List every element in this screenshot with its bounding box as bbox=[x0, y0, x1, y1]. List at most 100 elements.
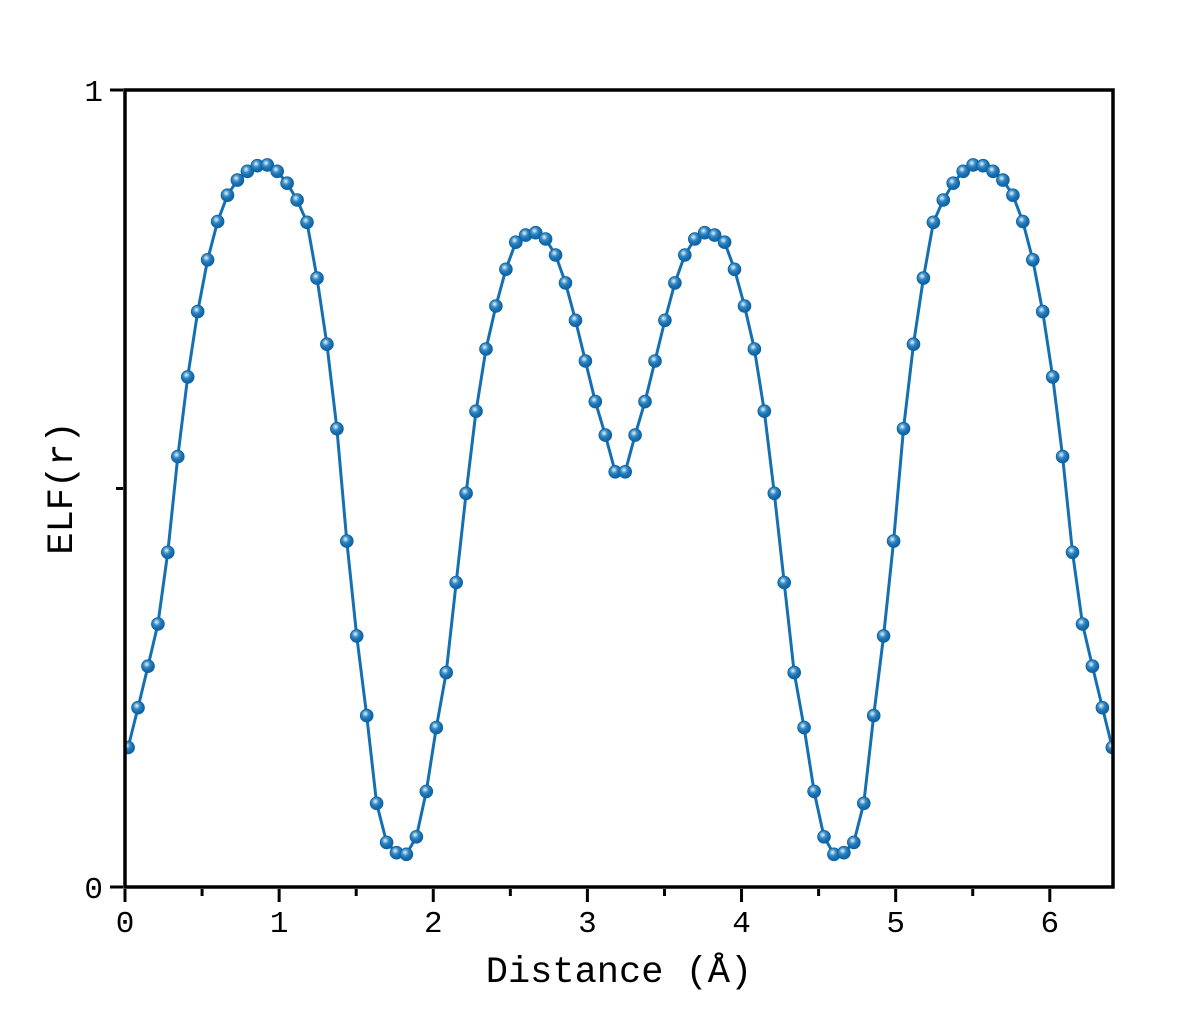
data-point-marker bbox=[449, 575, 464, 590]
ticks-layer bbox=[110, 88, 1052, 902]
data-point-marker bbox=[300, 215, 314, 230]
x-tick-label: 5 bbox=[886, 907, 905, 942]
data-point-marker bbox=[339, 534, 354, 548]
y-tick-label: 0 bbox=[84, 873, 103, 908]
data-point-marker bbox=[429, 720, 444, 735]
data-point-marker bbox=[757, 404, 772, 419]
data-point-marker bbox=[837, 845, 851, 860]
data-point-marker bbox=[886, 534, 901, 548]
data-point-marker bbox=[558, 276, 573, 290]
data-point-marker bbox=[936, 193, 951, 207]
data-point-marker bbox=[946, 176, 960, 191]
data-point-marker bbox=[210, 214, 225, 229]
data-point-marker bbox=[598, 428, 613, 442]
data-point-marker bbox=[528, 225, 543, 240]
data-point-marker bbox=[320, 337, 334, 352]
data-point-marker bbox=[866, 708, 881, 723]
data-point-marker bbox=[379, 835, 394, 850]
data-point-marker bbox=[260, 158, 275, 172]
data-point-marker bbox=[926, 215, 941, 230]
data-point-marker bbox=[180, 370, 195, 384]
x-tick-label: 0 bbox=[116, 907, 135, 942]
data-point-marker bbox=[668, 276, 682, 290]
data-point-marker bbox=[956, 164, 970, 179]
data-point-marker bbox=[1085, 659, 1100, 673]
data-point-marker bbox=[618, 464, 632, 479]
data-point-marker bbox=[1055, 449, 1070, 464]
data-point-marker bbox=[687, 232, 702, 246]
data-point-marker bbox=[499, 262, 513, 277]
x-tick-label: 4 bbox=[732, 907, 751, 942]
data-point-marker bbox=[658, 313, 672, 328]
data-point-marker bbox=[359, 708, 374, 723]
data-point-marker bbox=[846, 835, 861, 850]
data-point-marker bbox=[369, 796, 384, 811]
data-point-marker bbox=[538, 232, 553, 246]
data-point-marker bbox=[330, 421, 344, 436]
y-tick-label: 1 bbox=[84, 76, 103, 111]
data-point-marker bbox=[1035, 304, 1050, 319]
series-layer bbox=[125, 158, 1113, 862]
data-point-marker bbox=[856, 796, 871, 811]
data-point-marker bbox=[916, 271, 931, 285]
data-point-marker bbox=[707, 228, 722, 242]
data-point-marker bbox=[270, 164, 285, 179]
data-point-marker bbox=[1015, 214, 1030, 229]
data-point-marker bbox=[200, 252, 215, 267]
x-axis-label: Distance (Å) bbox=[486, 952, 752, 994]
data-point-marker bbox=[230, 173, 245, 187]
data-point-marker bbox=[896, 421, 911, 436]
data-point-marker bbox=[797, 720, 811, 735]
data-point-marker bbox=[876, 629, 891, 643]
data-point-marker bbox=[220, 188, 235, 203]
data-point-marker bbox=[747, 342, 762, 356]
data-point-marker bbox=[996, 173, 1010, 187]
data-point-marker bbox=[125, 740, 135, 755]
x-tick-label: 1 bbox=[270, 907, 289, 942]
data-point-marker bbox=[588, 394, 603, 409]
tick-labels-layer: 0 1 2 3 4 5 6 0 1 bbox=[84, 76, 1059, 942]
data-point-marker bbox=[489, 299, 503, 313]
data-point-marker bbox=[280, 176, 294, 191]
plot-area bbox=[125, 90, 1113, 887]
data-point-marker bbox=[548, 248, 563, 262]
data-point-marker bbox=[727, 262, 742, 277]
data-point-marker bbox=[399, 847, 414, 862]
data-point-marker bbox=[141, 659, 155, 673]
data-point-marker bbox=[677, 248, 692, 262]
data-point-marker bbox=[1045, 370, 1060, 384]
data-point-marker bbox=[151, 617, 165, 631]
data-point-marker bbox=[479, 342, 493, 356]
data-point-marker bbox=[171, 449, 185, 464]
data-point-marker bbox=[817, 829, 831, 844]
data-point-marker bbox=[1075, 617, 1090, 631]
data-point-marker bbox=[578, 354, 593, 368]
data-point-marker bbox=[906, 337, 921, 352]
data-point-marker bbox=[638, 394, 652, 409]
data-point-marker bbox=[568, 313, 583, 328]
y-axis-label: ELF(r) bbox=[42, 421, 84, 554]
data-point-marker bbox=[310, 271, 324, 285]
data-point-marker bbox=[777, 575, 791, 590]
data-point-marker bbox=[459, 486, 473, 501]
x-tick-label: 2 bbox=[424, 907, 443, 942]
data-point-marker bbox=[807, 784, 821, 799]
data-point-marker bbox=[469, 404, 483, 419]
data-point-marker bbox=[767, 486, 782, 501]
data-point-marker bbox=[1095, 700, 1110, 715]
data-point-marker bbox=[290, 193, 304, 207]
x-tick-label: 3 bbox=[578, 907, 597, 942]
data-point-marker bbox=[717, 235, 732, 250]
data-point-marker bbox=[986, 164, 1000, 179]
data-point-marker bbox=[1065, 545, 1080, 560]
plot-frame bbox=[123, 88, 1115, 889]
data-point-marker bbox=[419, 784, 434, 799]
data-point-marker bbox=[737, 299, 752, 313]
data-point-marker bbox=[161, 545, 175, 560]
data-point-marker bbox=[190, 304, 205, 319]
data-point-marker bbox=[648, 354, 662, 368]
data-point-marker bbox=[131, 700, 145, 715]
data-point-marker bbox=[1006, 188, 1020, 203]
